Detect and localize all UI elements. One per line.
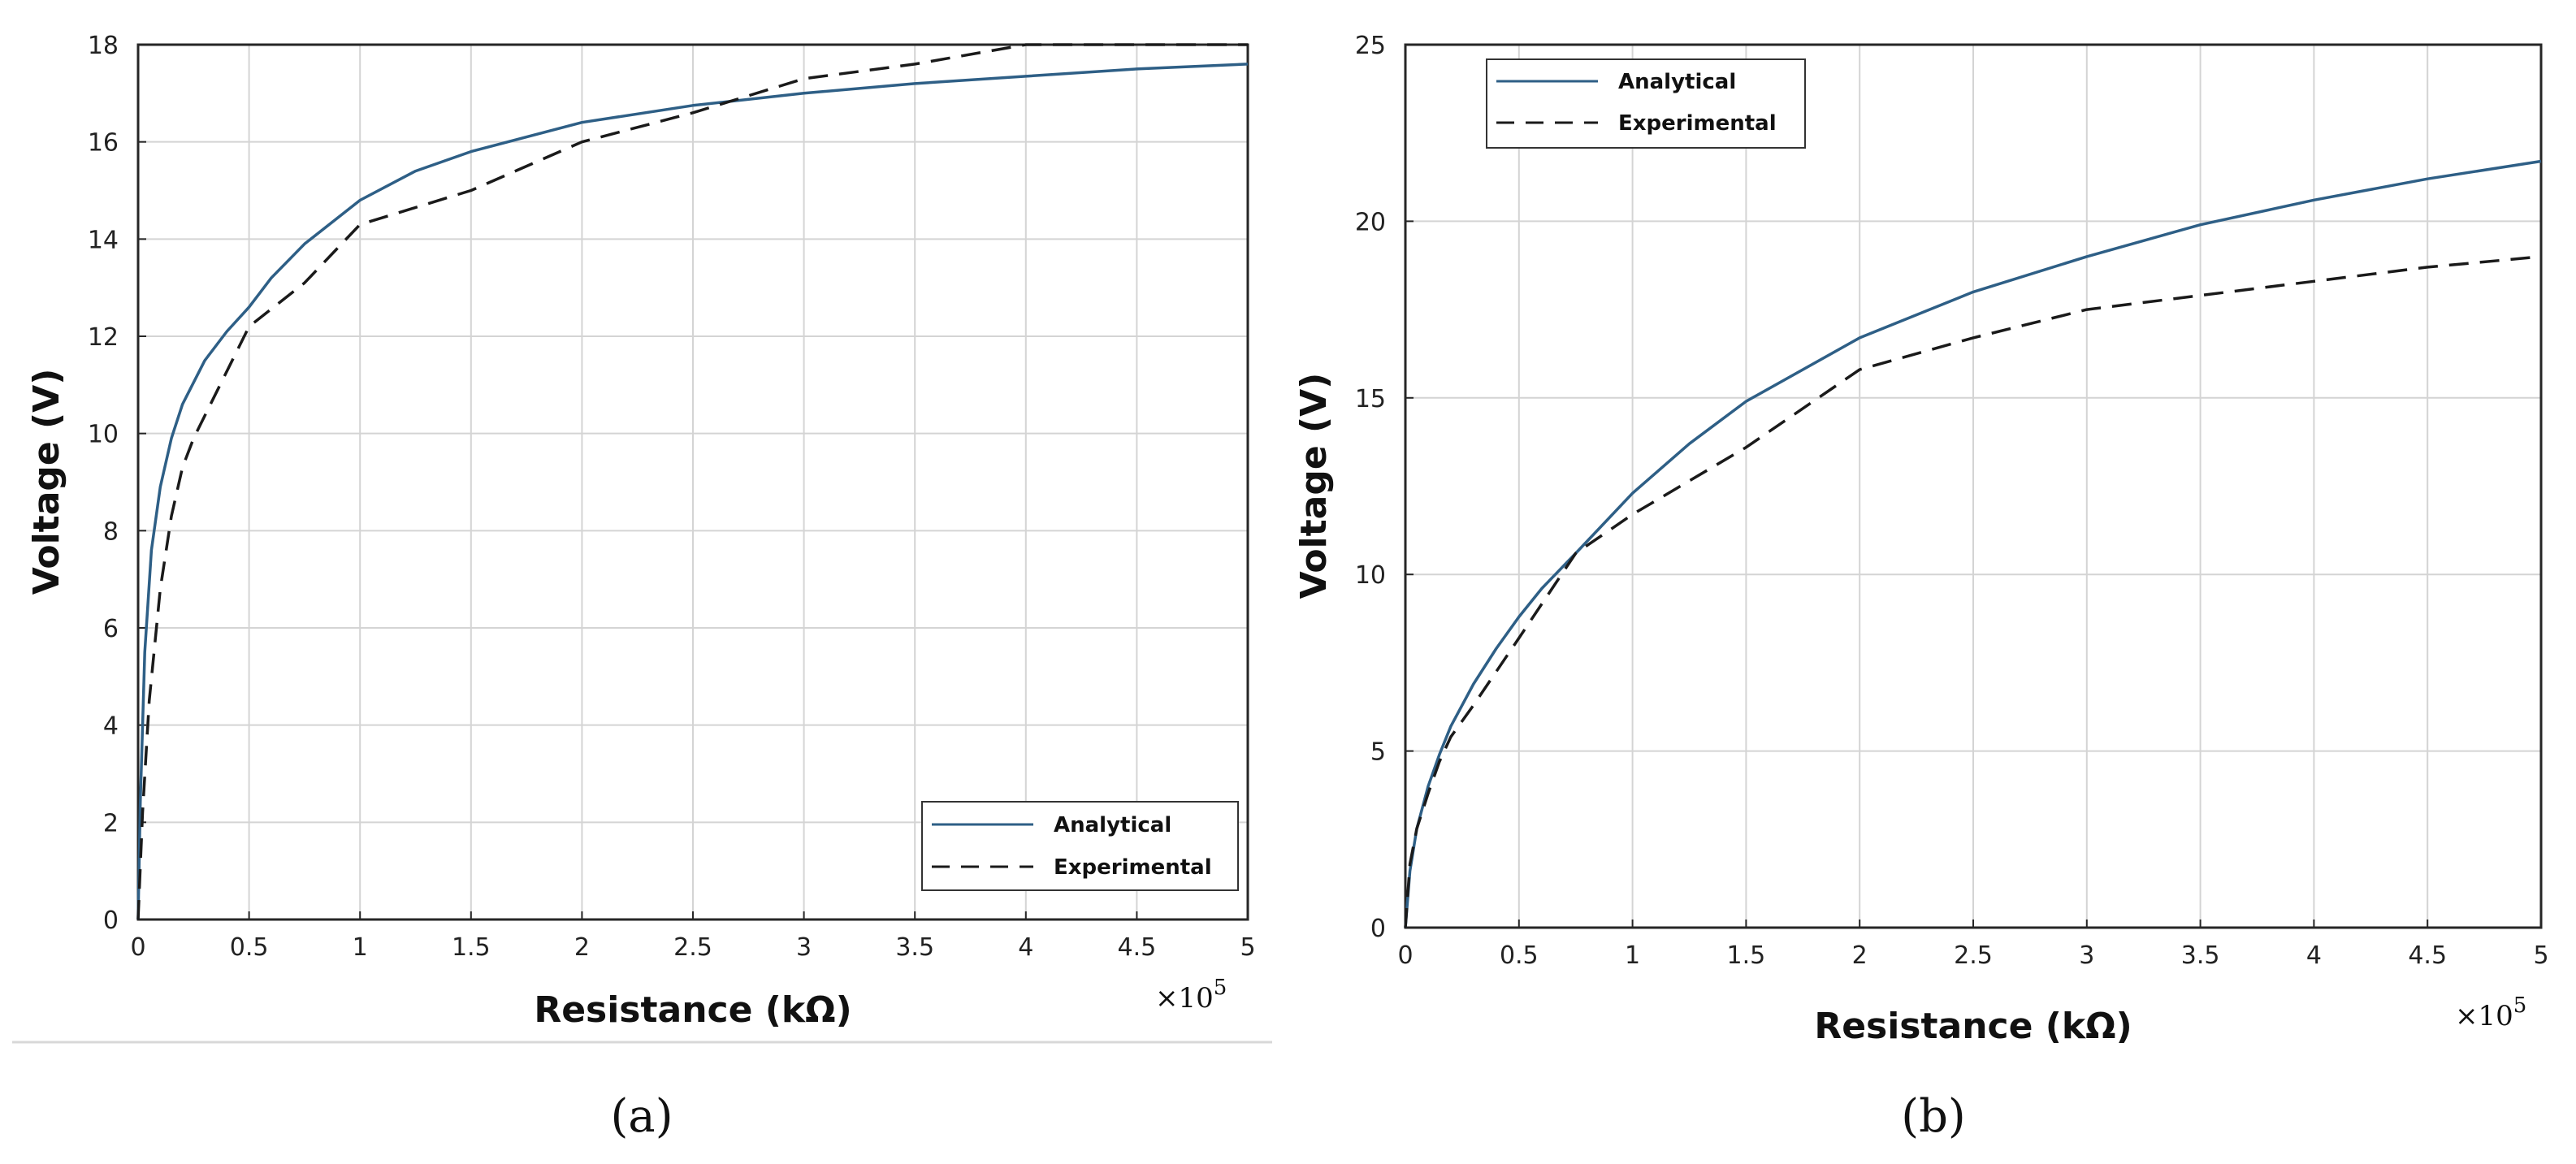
- x-multiplier-exponent-a: 5: [1214, 976, 1227, 1000]
- legend-label-analytical-a: Analytical: [1054, 813, 1171, 837]
- y-tick-label: 12: [88, 323, 119, 352]
- series-line-experimental-b: [1404, 255, 2542, 928]
- y-tick-label: 10: [1355, 561, 1386, 590]
- y-tick-label: 4: [103, 712, 119, 741]
- x-tick-label: 2.5: [1954, 941, 1993, 970]
- x-multiplier-b: ×105: [2455, 993, 2526, 1032]
- legend-box-a: [921, 801, 1239, 891]
- x-multiplier-base-a: ×10: [1155, 982, 1214, 1015]
- x-tick-label: 0.5: [1500, 941, 1539, 970]
- series-line-analytical-a: [136, 63, 1249, 920]
- x-tick-label: 4.5: [2408, 941, 2447, 970]
- x-tick-label: 1.5: [452, 933, 491, 962]
- x-tick-label: 1.5: [1727, 941, 1766, 970]
- y-tick-label: 0: [103, 907, 119, 935]
- legend-a: Analytical Experimental: [921, 801, 1239, 891]
- y-ticks-a: 0 2 4 6 8 10 12 14 16 18: [88, 32, 146, 935]
- y-tick-label: 15: [1355, 385, 1386, 413]
- x-tick-label: 1: [1625, 941, 1640, 970]
- x-tick-label: 5: [2533, 941, 2548, 970]
- x-tick-label: 0.5: [230, 933, 269, 962]
- y-tick-label: 6: [103, 615, 119, 643]
- y-tick-label: 5: [1370, 738, 1386, 767]
- y-ticks-b: 0 5 10 15 20 25: [1355, 32, 1414, 943]
- x-multiplier-a: ×105: [1155, 976, 1227, 1015]
- x-tick-label: 3.5: [895, 933, 934, 962]
- x-multiplier-exponent-b: 5: [2513, 993, 2527, 1018]
- x-tick-label: 0: [130, 933, 145, 962]
- x-tick-label: 2: [1852, 941, 1868, 970]
- legend-b: Analytical Experimental: [1486, 58, 1806, 149]
- y-tick-label: 8: [103, 517, 119, 546]
- x-tick-label: 2: [574, 933, 590, 962]
- legend-label-experimental-a: Experimental: [1054, 855, 1212, 880]
- x-ticks-a: 0 0.5 1 1.5 2 2.5 3 3.5 4 4.5 5: [130, 911, 1256, 962]
- caption-a: (a): [610, 1090, 673, 1143]
- series-line-experimental-a: [136, 43, 1248, 920]
- x-tick-label: 0: [1397, 941, 1413, 970]
- y-tick-label: 2: [103, 809, 119, 837]
- x-axis-label-b: Resistance (kΩ): [1814, 1006, 2132, 1047]
- y-tick-label: 16: [88, 129, 119, 158]
- x-tick-label: 4: [1018, 933, 1033, 962]
- x-tick-label: 3: [2079, 941, 2094, 970]
- x-multiplier-base-b: ×10: [2455, 1000, 2513, 1032]
- legend-label-experimental-b: Experimental: [1618, 111, 1777, 136]
- x-tick-label: 3.5: [2181, 941, 2220, 970]
- x-tick-label: 4: [2306, 941, 2322, 970]
- y-tick-label: 14: [88, 226, 119, 254]
- panel-a: 0 0.5 1 1.5 2 2.5 3 3.5 4 4.5 5 0 2 4 6 8 10 12 14 16 18 Re…: [12, 32, 1272, 1143]
- caption-b: (b): [1901, 1090, 1966, 1143]
- x-tick-label: 1: [353, 933, 368, 962]
- y-tick-label: 18: [88, 32, 119, 60]
- x-tick-label: 5: [1240, 933, 1255, 962]
- x-tick-label: 3: [796, 933, 812, 962]
- panel-b: 0 0.5 1 1.5 2 2.5 3 3.5 4 4.5 5 0 5 10 15 20 25 Resista…: [1293, 32, 2549, 1143]
- legend-label-analytical-b: Analytical: [1618, 70, 1736, 94]
- y-axis-label-b: Voltage (V): [1293, 373, 1335, 599]
- x-ticks-b: 0 0.5 1 1.5 2 2.5 3 3.5 4 4.5 5: [1397, 920, 2549, 970]
- legend-box-b: [1486, 58, 1806, 149]
- y-tick-label: 0: [1370, 915, 1386, 943]
- x-tick-label: 4.5: [1118, 933, 1157, 962]
- x-tick-label: 2.5: [673, 933, 712, 962]
- y-tick-label: 20: [1355, 208, 1386, 236]
- y-tick-label: 10: [88, 421, 119, 449]
- y-axis-label-a: Voltage (V): [26, 369, 67, 595]
- y-tick-label: 25: [1355, 32, 1386, 60]
- series-b: [1404, 159, 2542, 928]
- series-a: [136, 43, 1249, 920]
- x-axis-label-a: Resistance (kΩ): [534, 989, 851, 1031]
